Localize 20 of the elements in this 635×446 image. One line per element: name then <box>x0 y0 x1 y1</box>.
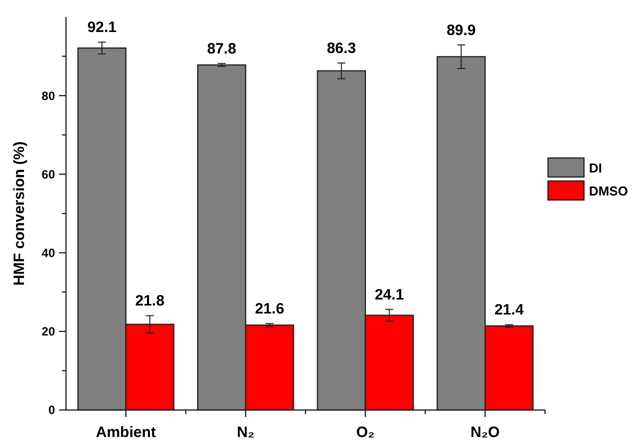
x-tick-label: O₂ <box>356 424 375 441</box>
x-tick-label: Ambient <box>96 424 156 441</box>
y-tick-label: 40 <box>42 246 56 260</box>
data-label: 89.9 <box>446 22 476 39</box>
y-axis-title: HMF conversion (%) <box>11 141 28 286</box>
y-tick-label: 0 <box>48 403 56 418</box>
data-label: 21.8 <box>135 292 164 310</box>
data-label: 24.1 <box>374 286 404 304</box>
legend-label: DI <box>589 160 602 176</box>
y-tick-label: 80 <box>42 88 56 103</box>
y-tick-label: 20 <box>42 324 56 339</box>
data-label: 21.6 <box>254 300 284 318</box>
legend-label: DMSO <box>589 184 628 199</box>
data-label: 86.3 <box>326 40 356 57</box>
x-tick-label: N₂O <box>470 424 500 441</box>
data-label: 21.4 <box>494 302 524 319</box>
x-tick-label: N₂ <box>236 424 254 441</box>
data-label: 87.8 <box>207 40 236 58</box>
data-label: 92.1 <box>87 19 117 36</box>
y-tick-label: 60 <box>42 167 56 182</box>
